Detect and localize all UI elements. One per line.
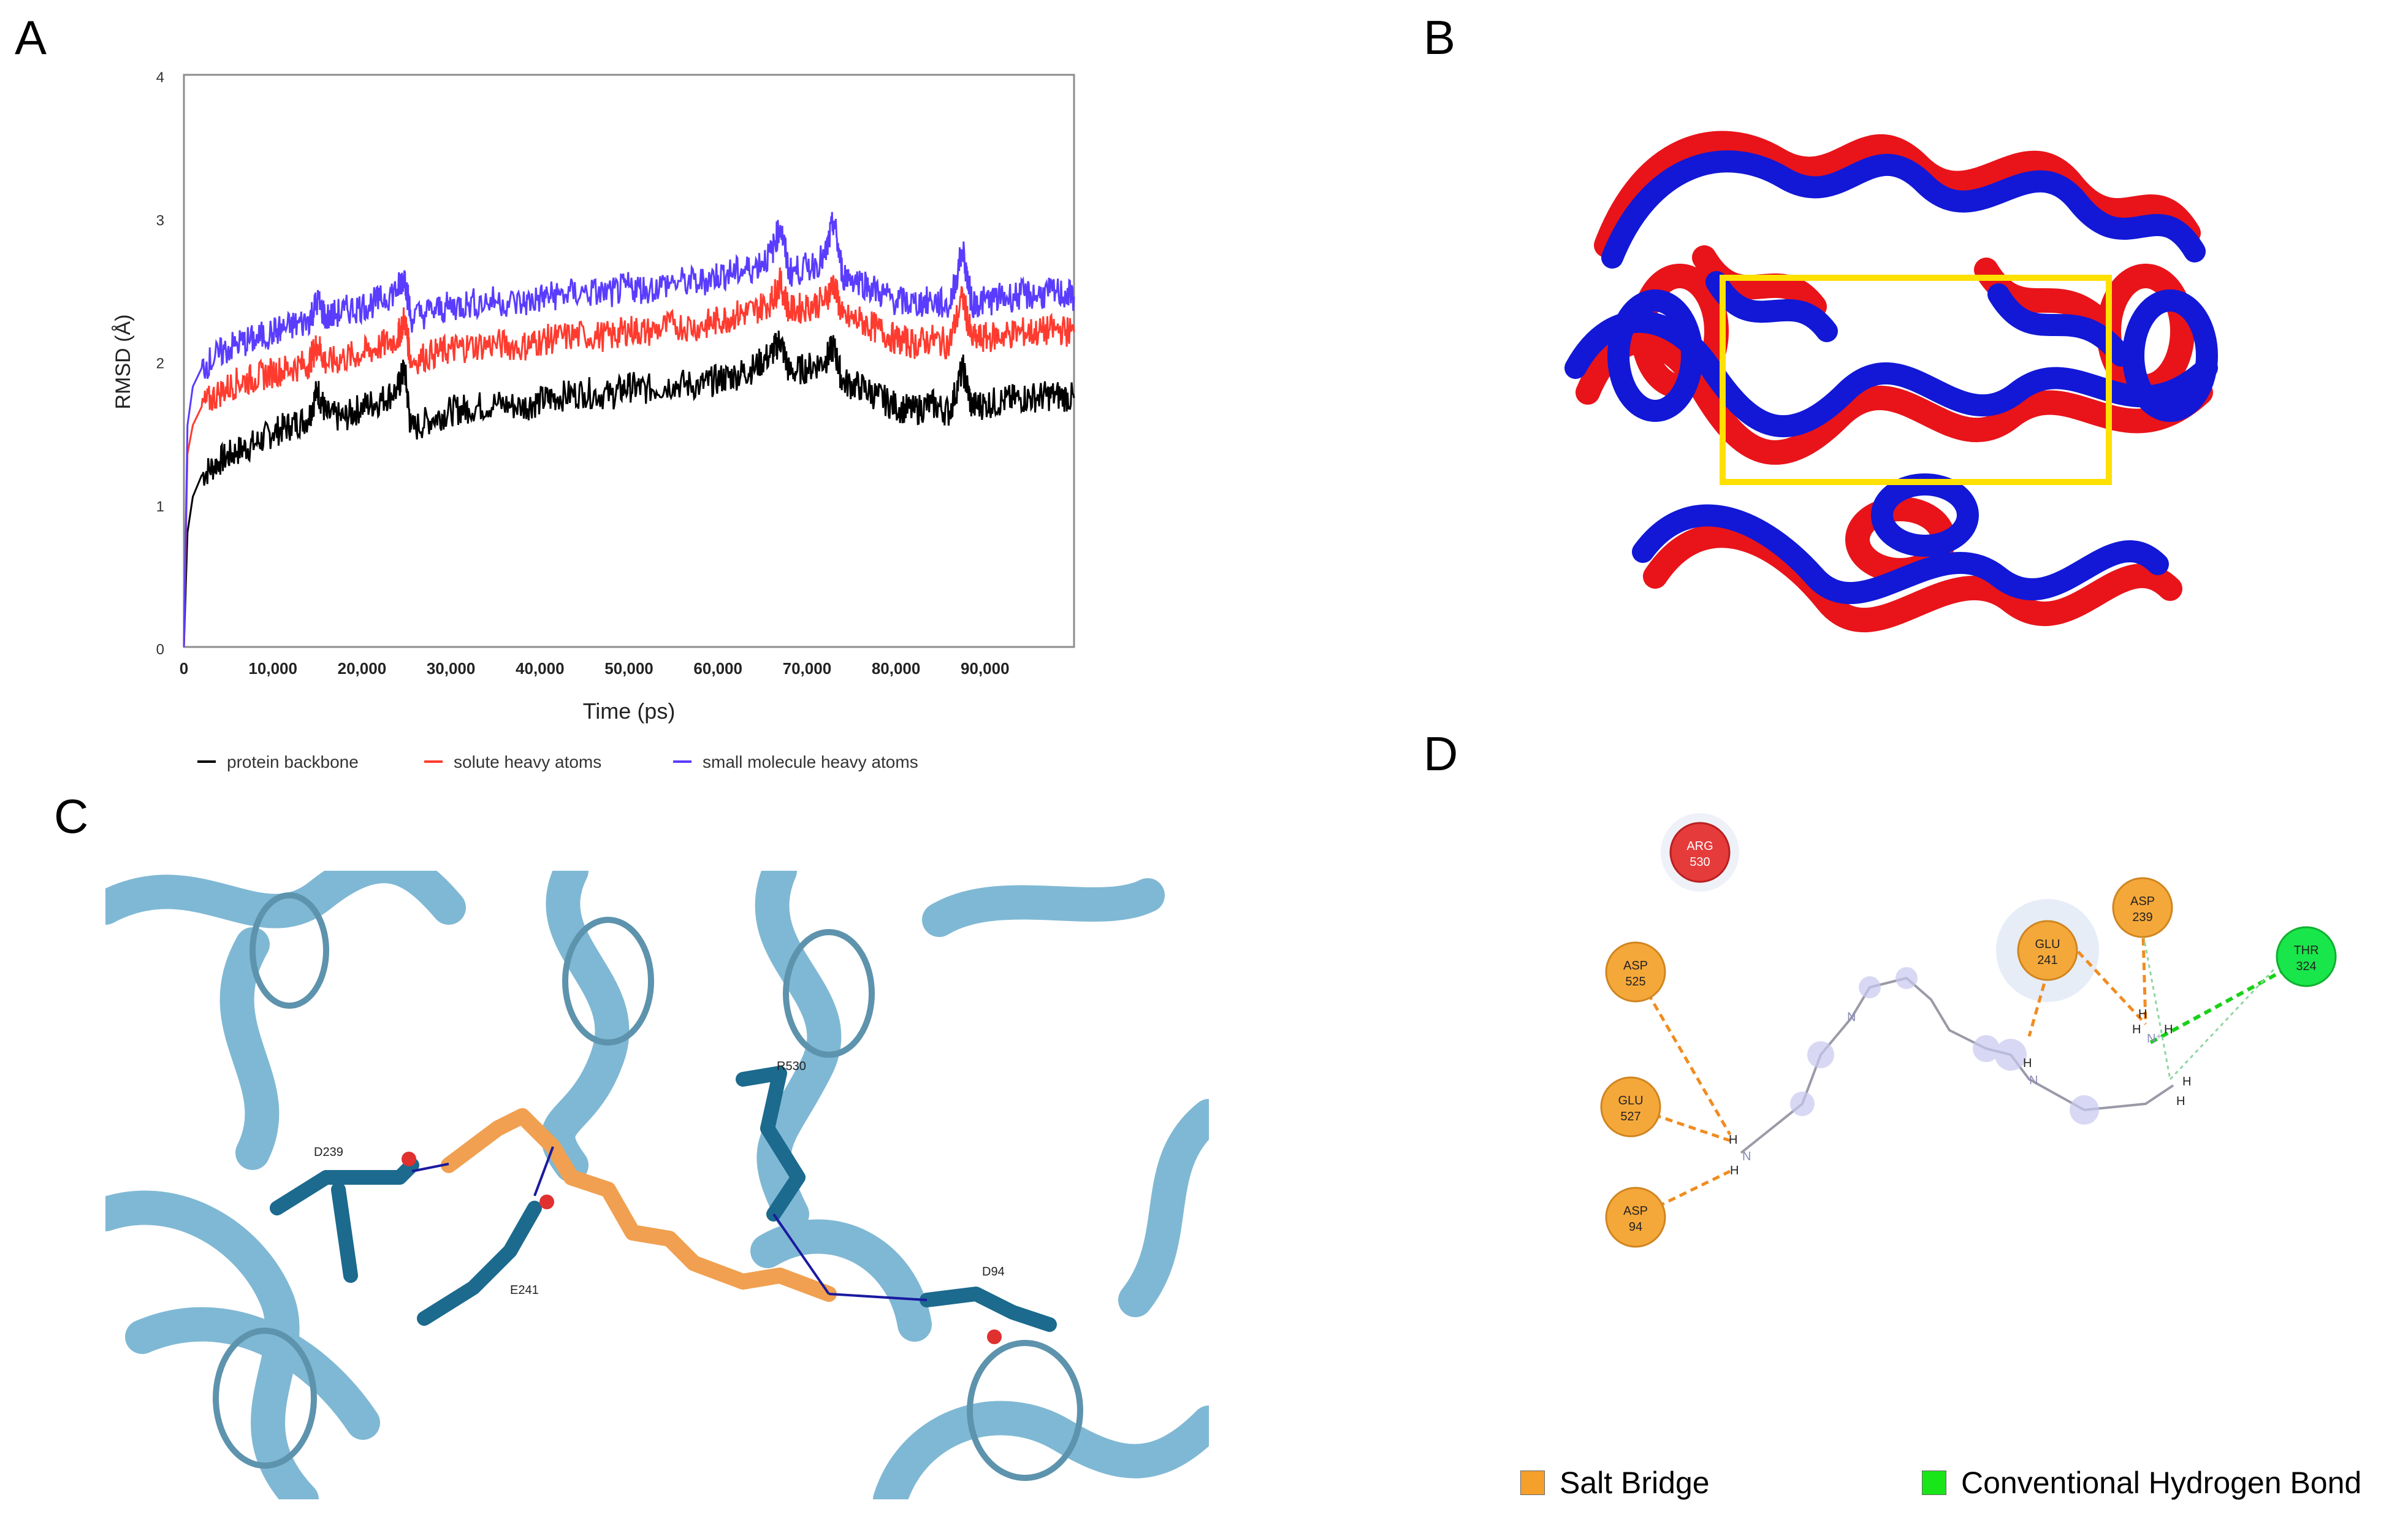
ligand-chain	[441, 1108, 837, 1302]
residue-name: ASP	[1623, 959, 1648, 973]
residue-name: ARG	[1686, 840, 1713, 853]
binding-pose-image: R530 D239 E241 D94	[105, 871, 1209, 1499]
residue-name: ASP	[1623, 1204, 1648, 1218]
helix-coils	[213, 892, 1083, 1481]
x-tick-label: 10,000	[248, 659, 297, 678]
x-tick-label: 90,000	[961, 659, 1010, 678]
x-axis-label: Time (ps)	[583, 698, 676, 724]
hydrogen-label: H	[2164, 1023, 2173, 1036]
series-line-1	[183, 331, 1075, 648]
residue-number: 94	[1629, 1220, 1642, 1234]
legend-label-hydrogen-bond: Conventional Hydrogen Bond	[1961, 1466, 2362, 1500]
ligand-skeleton	[1740, 976, 2174, 1154]
blue-structure	[1564, 150, 2218, 605]
residue-name: THR	[2293, 944, 2318, 957]
protein-ribbons	[105, 871, 1209, 1499]
x-tick-label: 30,000	[427, 659, 476, 678]
legend-hydrogen-bond: Conventional Hydrogen Bond	[1922, 1461, 2361, 1504]
nitrogen-label: N	[1742, 1150, 1751, 1163]
panel-label-a: A	[15, 10, 47, 64]
carbon-hydrogen-lines	[2138, 913, 2276, 1081]
residue-node-asp-239: ASP 239	[2112, 877, 2173, 938]
residue-sticks	[270, 1066, 1057, 1332]
residue-node-glu-241: GLU 241	[2017, 920, 2078, 981]
protein-superposition-image	[1564, 131, 2218, 633]
y-tick-label: 1	[156, 499, 164, 515]
series-line-2	[183, 267, 1075, 648]
hydrogen-label: H	[2176, 1095, 2185, 1108]
x-tick-label: 60,000	[693, 659, 742, 678]
x-tick-label: 70,000	[783, 659, 832, 678]
plot-frame	[183, 74, 1075, 648]
legend-swatch-salt-bridge	[1520, 1471, 1545, 1495]
residue-number: 530	[1690, 855, 1710, 869]
hydrogen-label: H	[2138, 1008, 2147, 1021]
nitrogen-label: N	[1847, 1011, 1856, 1024]
panel-label-d: D	[1423, 727, 1458, 781]
x-tick-label: 50,000	[604, 659, 653, 678]
atom-labels: H H H H H H H H N N N N⁺	[1729, 1008, 2191, 1177]
residue-name: GLU	[1618, 1094, 1643, 1107]
y-tick-label: 3	[156, 212, 164, 229]
nitrogen-label: N	[2029, 1074, 2038, 1087]
x-tick-label: 80,000	[872, 659, 921, 678]
hydrogen-label: H	[2132, 1023, 2141, 1036]
salt-bridge-lines	[411, 1146, 928, 1301]
residue-node-arg-530: ARG 530	[1669, 822, 1731, 883]
binding-site-box	[1720, 275, 2112, 485]
legend-swatch-hydrogen-bond	[1922, 1471, 1946, 1495]
legend-label-salt-bridge: Salt Bridge	[1560, 1466, 1710, 1500]
legend-label-2: solute heavy atoms	[454, 752, 601, 771]
residue-node-asp-94: ASP 94	[1605, 1187, 1666, 1248]
residue-number: 241	[2037, 954, 2057, 967]
ligand-glow	[1790, 967, 2099, 1125]
nitrogen-plus-label: N⁺	[2147, 1032, 2162, 1046]
rmsd-chart: 0 1 2 3 4 0 10,000 20,000 30,000 40,000 50,000 60,…	[112, 69, 1075, 771]
residue-node-asp-525: ASP 525	[1605, 941, 1666, 1003]
label-d94: D94	[982, 1265, 1005, 1279]
y-tick-label: 0	[156, 641, 164, 658]
residue-number: 525	[1625, 975, 1645, 989]
series-line-3	[183, 212, 1075, 648]
pose-background	[105, 871, 1209, 1499]
residue-name: GLU	[2035, 938, 2060, 951]
x-tick-label: 40,000	[516, 659, 565, 678]
residue-node-thr-324: THR 324	[2276, 926, 2337, 987]
legend-label-3: small molecule heavy atoms	[703, 752, 918, 771]
residue-number: 527	[1620, 1110, 1640, 1123]
y-tick-label: 2	[156, 356, 164, 372]
hydrogen-bond-line	[2149, 961, 2299, 1044]
hydrogen-label: H	[1730, 1164, 1739, 1177]
interaction-diagram: H H H H H H H H N N N N⁺ ARG 530 ASP 525 GLU…	[1600, 813, 2337, 1248]
label-d239: D239	[314, 1146, 343, 1159]
hydrogen-label: H	[1729, 1133, 1737, 1147]
panel-label-b: B	[1423, 10, 1456, 64]
label-e241: E241	[510, 1283, 539, 1297]
residue-name: ASP	[2130, 895, 2155, 908]
y-tick-label: 4	[156, 69, 164, 86]
legend-label-1: protein backbone	[227, 752, 359, 771]
x-tick-label: 0	[180, 659, 188, 678]
legend-salt-bridge: Salt Bridge	[1520, 1461, 1710, 1504]
hydrogen-label: H	[2023, 1057, 2032, 1070]
residue-number: 324	[2296, 960, 2316, 973]
y-axis-label: RMSD (Å)	[112, 315, 135, 410]
residue-node-glu-527: GLU 527	[1600, 1076, 1661, 1138]
hydrogen-label: H	[2182, 1075, 2191, 1088]
label-r530: R530	[777, 1060, 806, 1073]
panel-label-c: C	[54, 789, 89, 843]
x-tick-label: 20,000	[338, 659, 387, 678]
residue-number: 239	[2132, 911, 2152, 924]
oxygen-atoms	[402, 1152, 1002, 1344]
